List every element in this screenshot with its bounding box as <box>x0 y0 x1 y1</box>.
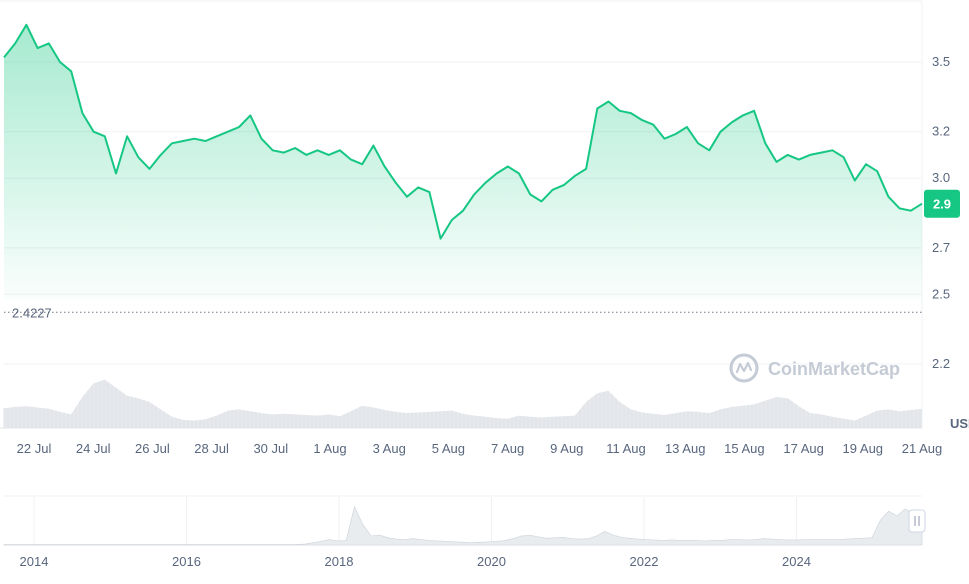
currency-unit-label: USD <box>950 416 969 431</box>
x-tick-label: 19 Aug <box>843 441 884 456</box>
x-tick-label: 9 Aug <box>550 441 583 456</box>
x-tick-label: 13 Aug <box>665 441 706 456</box>
x-tick-label: 30 Jul <box>253 441 288 456</box>
time-navigator[interactable]: 2014 2016 2018 2020 2022 2024 <box>3 495 926 569</box>
navigator-area <box>3 505 923 546</box>
navigator-grid <box>33 497 797 545</box>
x-tick-label: 7 Aug <box>491 441 524 456</box>
y-axis: 3.5 3.2 3.0 2.7 2.5 2.2 <box>932 54 950 371</box>
y-tick-label: 2.5 <box>932 286 950 301</box>
y-tick-label: 2.7 <box>932 240 950 255</box>
watermark-text: CoinMarketCap <box>768 359 900 379</box>
price-area <box>3 23 923 301</box>
coinmarketcap-logo-icon <box>729 353 759 383</box>
y-tick-label: 3.0 <box>932 170 950 185</box>
y-tick-label: 3.2 <box>932 124 950 139</box>
x-tick-label: 17 Aug <box>783 441 824 456</box>
navigator-x-axis: 2014 2016 2018 2020 2022 2024 <box>20 554 811 569</box>
x-axis: 22 Jul 24 Jul 26 Jul 28 Jul 30 Jul 1 Aug 3 Aug… <box>17 441 943 456</box>
navigator-tick-label: 2024 <box>782 554 811 569</box>
navigator-tick-label: 2020 <box>477 554 506 569</box>
x-tick-label: 26 Jul <box>135 441 170 456</box>
navigator-tick-label: 2022 <box>630 554 659 569</box>
x-tick-label: 21 Aug <box>902 441 943 456</box>
x-tick-label: 3 Aug <box>373 441 406 456</box>
volume-bars <box>3 379 922 428</box>
x-tick-label: 1 Aug <box>313 441 346 456</box>
price-line <box>3 23 923 240</box>
current-price-badge: 2.9 <box>924 189 960 218</box>
coinmarketcap-watermark: CoinMarketCap <box>729 353 900 383</box>
x-tick-label: 22 Jul <box>17 441 52 456</box>
x-tick-label: 5 Aug <box>432 441 465 456</box>
navigator-tick-label: 2018 <box>325 554 354 569</box>
x-tick-label: 11 Aug <box>606 441 646 456</box>
x-tick-label: 15 Aug <box>724 441 765 456</box>
y-tick-label: 3.5 <box>932 54 950 69</box>
navigator-area-fill <box>3 505 923 546</box>
x-tick-label: 28 Jul <box>194 441 229 456</box>
baseline-label: 2.4227 <box>12 305 52 320</box>
price-area-fill <box>4 24 922 301</box>
navigator-tick-label: 2016 <box>172 554 201 569</box>
current-price-text: 2.9 <box>933 197 951 212</box>
navigator-tick-label: 2014 <box>20 554 49 569</box>
navigator-handle[interactable] <box>908 509 926 533</box>
y-tick-label: 2.2 <box>932 356 950 371</box>
x-tick-label: 24 Jul <box>76 441 111 456</box>
